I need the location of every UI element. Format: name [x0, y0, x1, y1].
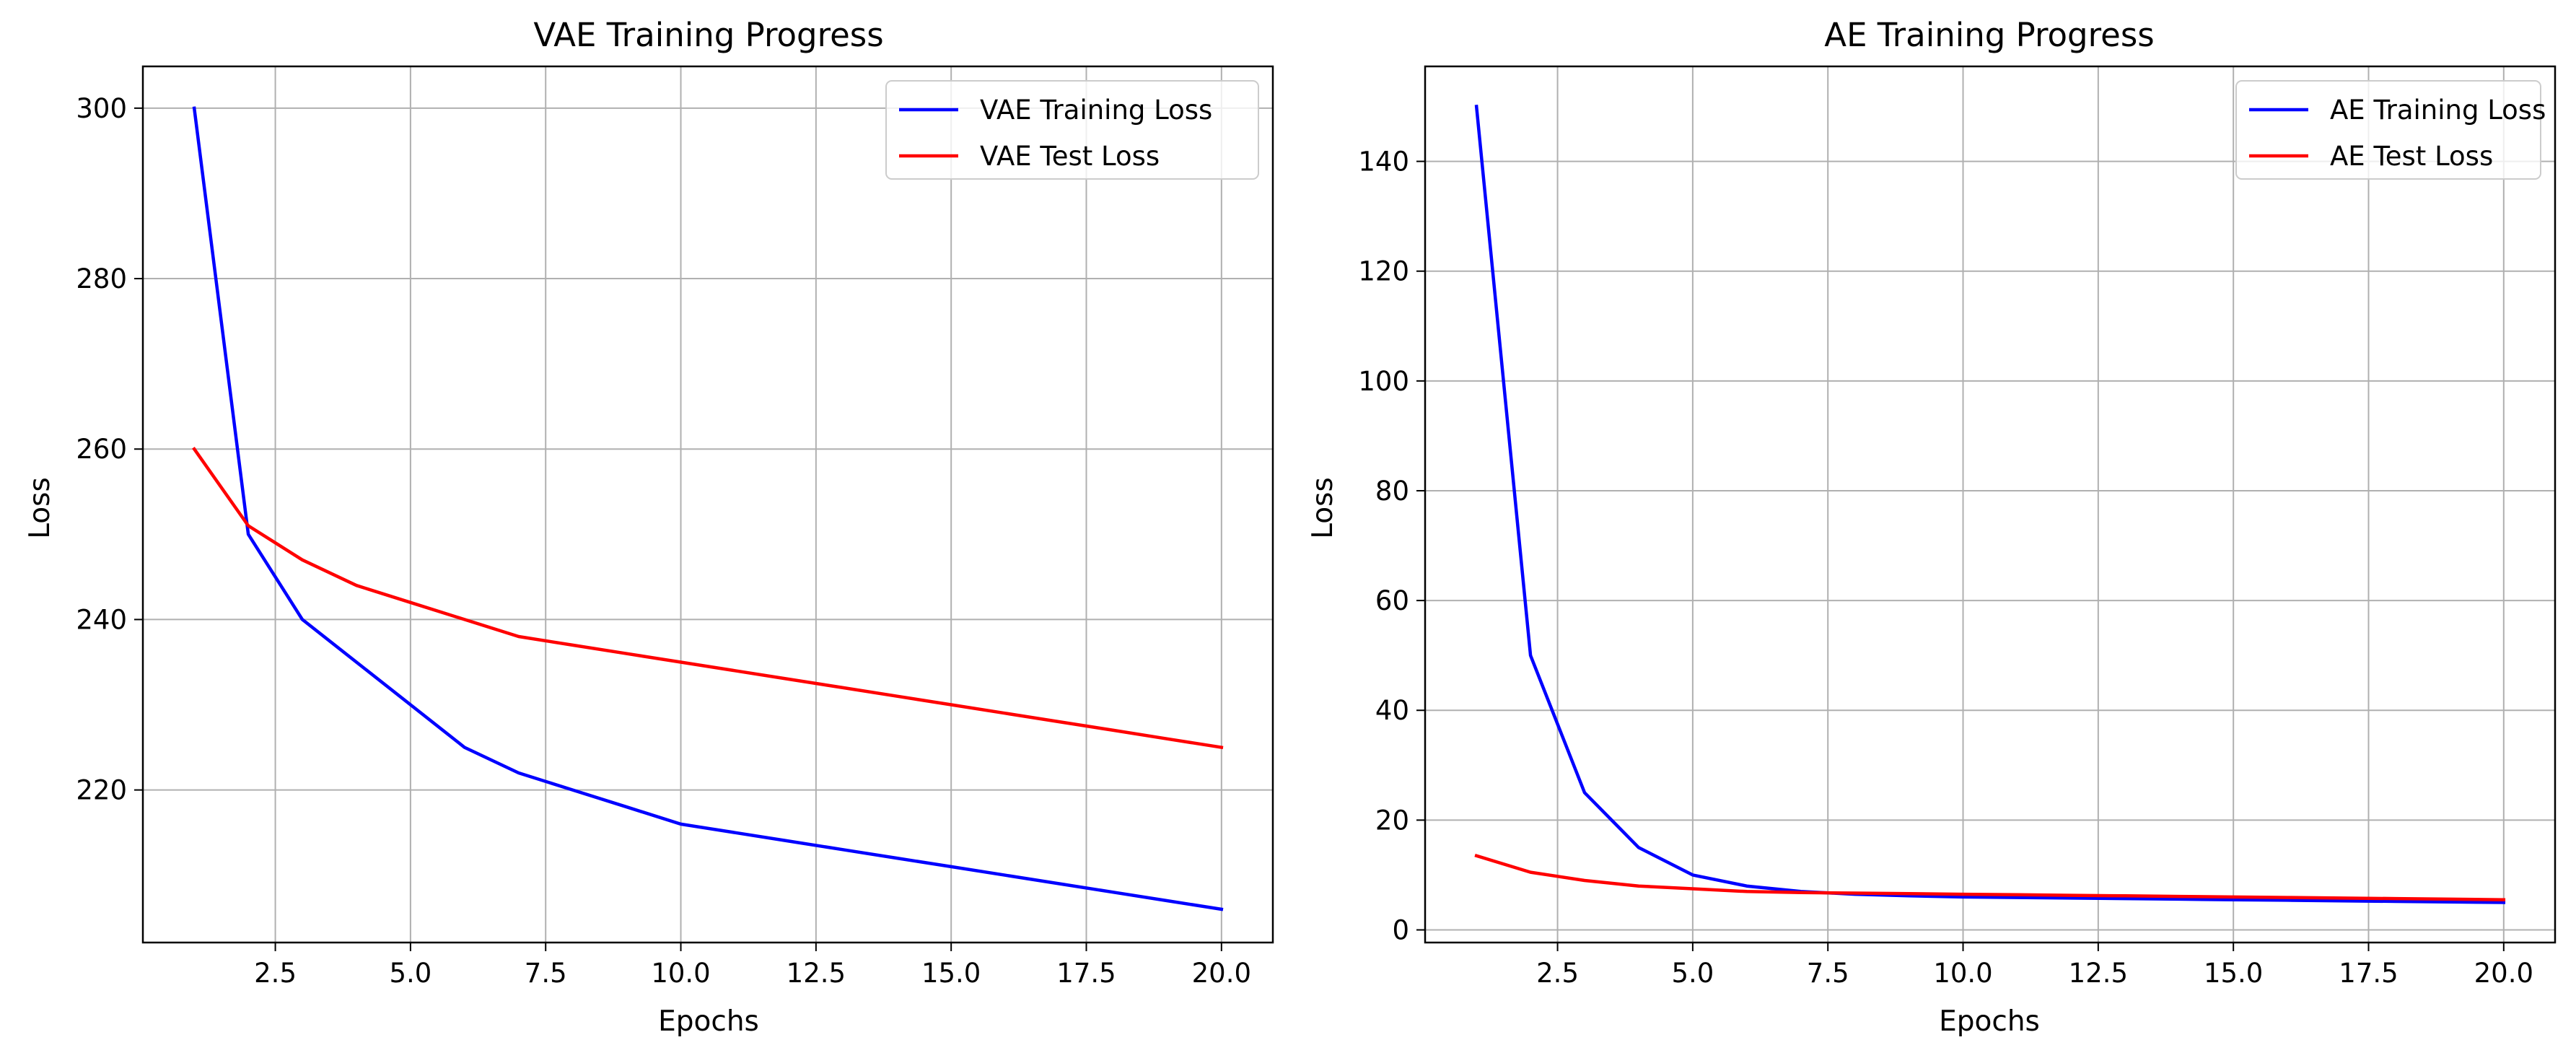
y-axis-label: Loss — [1307, 477, 1339, 539]
y-axis-label: Loss — [24, 477, 56, 539]
grid — [143, 66, 1273, 943]
y-tick-label: 20 — [1375, 805, 1409, 836]
x-tick-label: 20.0 — [2474, 958, 2533, 989]
plot-frame — [141, 65, 1274, 944]
y-tick-label: 240 — [76, 604, 127, 635]
series-line — [1474, 853, 2506, 901]
y-tick-label: 80 — [1375, 476, 1409, 507]
legend-box — [2235, 80, 2541, 180]
y-tick-label: 220 — [76, 775, 127, 806]
y-tick-label: 300 — [76, 93, 127, 124]
vae-chart: VAE Training Progress Epochs Loss 2.5 5.0… — [24, 16, 1274, 1038]
y-tick-label: 60 — [1375, 585, 1409, 616]
x-tick-label: 10.0 — [1933, 958, 1992, 989]
x-tick-label: 17.5 — [2339, 958, 2398, 989]
legend: VAE Training Loss VAE Test Loss — [885, 80, 1259, 180]
series-line — [192, 447, 1224, 750]
chart-title: VAE Training Progress — [533, 16, 883, 54]
plot-frame — [1424, 65, 2557, 944]
legend-label: AE Test Loss — [2330, 141, 2493, 172]
ae-chart: AE Training Progress Epochs Loss 2.5 5.0 7… — [1307, 16, 2557, 1038]
x-tick-label: 5.0 — [389, 958, 431, 989]
x-tick-label: 20.0 — [1192, 958, 1251, 989]
x-tick-label: 5.0 — [1671, 958, 1714, 989]
y-tick-label: 0 — [1392, 915, 1409, 946]
x-tick-label: 12.5 — [787, 958, 846, 989]
y-tick-label: 260 — [76, 434, 127, 465]
x-tick-label: 15.0 — [921, 958, 981, 989]
x-tick-label: 7.5 — [1807, 958, 1849, 989]
chart-title: AE Training Progress — [1824, 16, 2154, 54]
x-tick-label: 10.0 — [651, 958, 710, 989]
series-line — [1474, 105, 2506, 904]
series-line — [192, 106, 1224, 911]
legend-label: VAE Test Loss — [980, 141, 1160, 172]
x-tick-label: 12.5 — [2069, 958, 2128, 989]
legend-label: VAE Training Loss — [980, 95, 1212, 126]
legend-box — [885, 80, 1259, 180]
y-tick-label: 40 — [1375, 695, 1409, 726]
legend-label: AE Training Loss — [2330, 95, 2546, 126]
x-tick-label: 7.5 — [525, 958, 567, 989]
legend: AE Training Loss AE Test Loss — [2235, 80, 2546, 180]
x-axis-label: Epochs — [1939, 1005, 2040, 1038]
y-tick-label: 140 — [1358, 147, 1409, 178]
y-tick-label: 120 — [1358, 256, 1409, 287]
x-tick-label: 15.0 — [2204, 958, 2263, 989]
y-tick-label: 280 — [76, 263, 127, 294]
y-tick-label: 100 — [1358, 366, 1409, 397]
x-tick-label: 2.5 — [1536, 958, 1579, 989]
x-axis-label: Epochs — [658, 1005, 759, 1038]
x-tick-label: 17.5 — [1056, 958, 1116, 989]
x-tick-label: 2.5 — [254, 958, 297, 989]
